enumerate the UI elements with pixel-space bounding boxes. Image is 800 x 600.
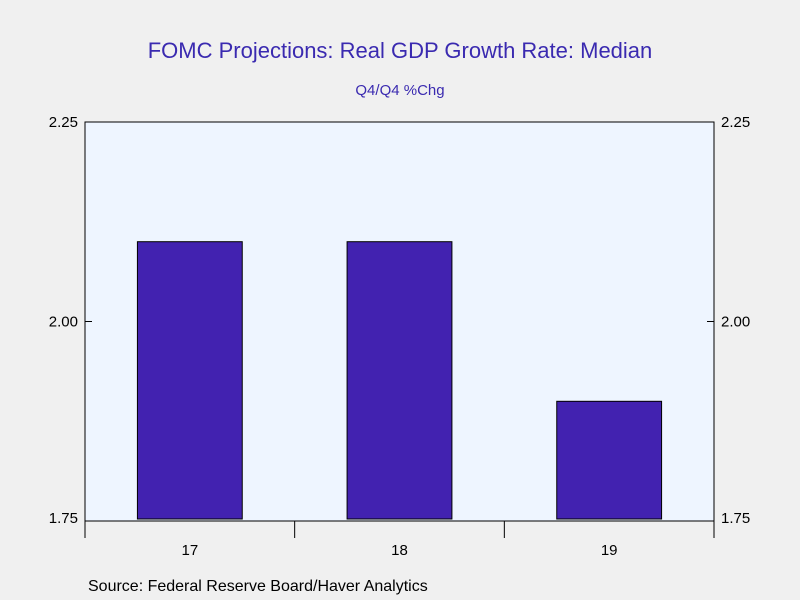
y-tick-label-left: 1.75 — [49, 510, 78, 527]
x-tick-label-18: 18 — [391, 542, 408, 559]
x-tick-label-19: 19 — [601, 542, 618, 559]
source-note: Source: Federal Reserve Board/Haver Anal… — [88, 578, 428, 595]
y-tick-label-left: 2.25 — [49, 114, 78, 131]
bar-19 — [556, 400, 663, 520]
y-tick-label-left: 2.00 — [49, 314, 78, 331]
x-tick-label-17: 17 — [181, 542, 198, 559]
y-tick-label-right: 1.75 — [721, 510, 750, 527]
y-tick-label-right: 2.25 — [721, 114, 750, 131]
bar-17 — [136, 241, 243, 520]
bar-18 — [346, 241, 453, 520]
chart-title: FOMC Projections: Real GDP Growth Rate: … — [147, 38, 653, 63]
y-tick-label-right: 2.00 — [721, 314, 750, 331]
chart-subtitle: Q4/Q4 %Chg — [355, 82, 445, 99]
